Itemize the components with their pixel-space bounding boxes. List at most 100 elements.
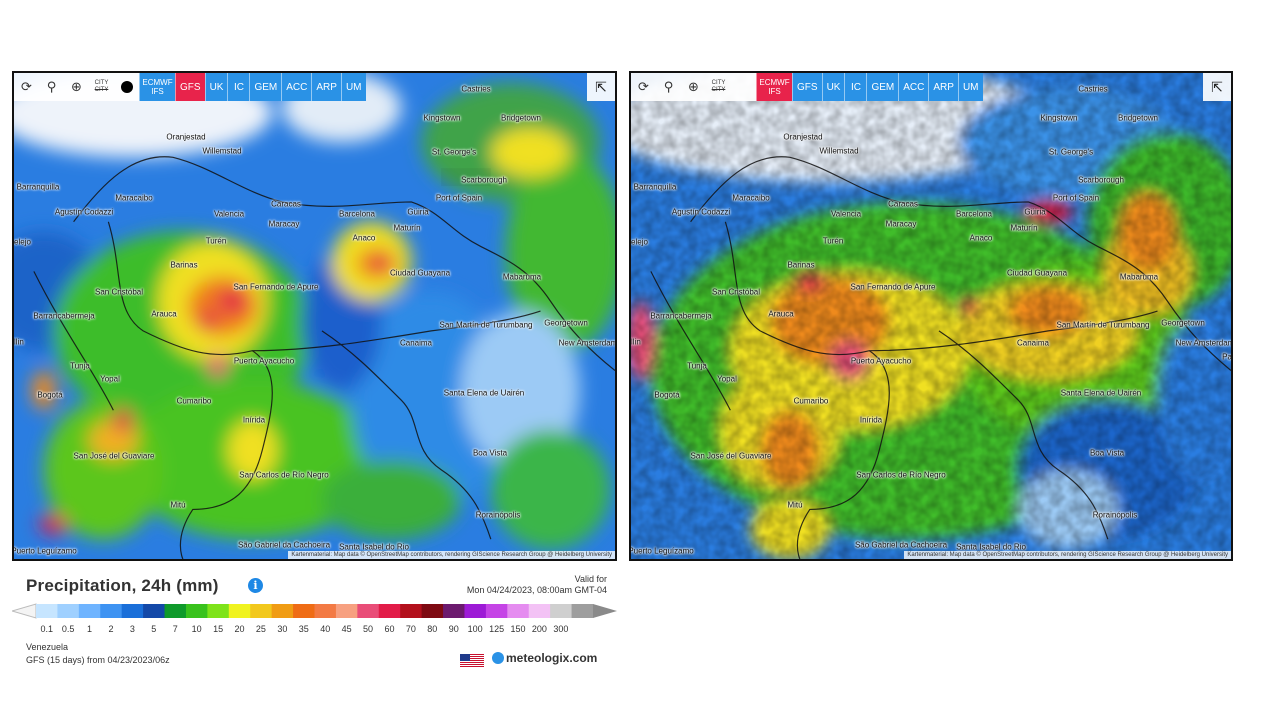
- legend-tick-label: 300: [553, 624, 569, 634]
- model-button-gem[interactable]: GEM: [249, 73, 282, 101]
- zoom-icon[interactable]: ⊕: [71, 79, 82, 95]
- model-run-label: GFS (15 days) from 04/23/2023/06z: [26, 655, 170, 665]
- globe-icon: [492, 652, 504, 664]
- legend-swatch: [357, 604, 380, 618]
- city-label: Maracay: [885, 219, 917, 229]
- city-label: Anaco: [352, 233, 376, 243]
- city-label: Yopal: [100, 374, 120, 384]
- city-label: San Carlos de Río Negro: [856, 470, 946, 480]
- info-icon[interactable]: i: [248, 578, 263, 593]
- city-label: Barcelona: [955, 209, 993, 219]
- refresh-icon[interactable]: ⟳: [638, 79, 649, 95]
- map-panel-ecmwf[interactable]: ⟳ ⚲ ⊕ CITY CITY ECMWF IFS GFS UK IC GEM A…: [629, 71, 1233, 561]
- model-button-acc[interactable]: ACC: [898, 73, 929, 101]
- location-pin-icon[interactable]: ⚲: [663, 79, 674, 95]
- city-label: elejo: [14, 237, 31, 247]
- map-attribution: Kartenmaterial: Map data © OpenStreetMap…: [288, 551, 615, 559]
- city-label: elejo: [631, 237, 648, 247]
- legend-tick-label: 40: [320, 624, 331, 634]
- city-label: Ciudad Guayana: [1006, 268, 1068, 278]
- city-label: San Martín de Turumbang: [439, 320, 533, 330]
- model-button-uk[interactable]: UK: [204, 73, 228, 101]
- legend-swatch: [507, 604, 530, 618]
- legend-swatch: [100, 604, 123, 618]
- city-label: Port of Spain: [1052, 193, 1100, 203]
- legend-swatch: [378, 604, 401, 618]
- city-label: San José del Guaviare: [690, 451, 772, 461]
- us-flag-icon[interactable]: [460, 654, 484, 667]
- legend-tick-label: 200: [531, 624, 547, 634]
- precipitation-map[interactable]: [631, 73, 1231, 559]
- city-label: Scarborough: [461, 175, 507, 185]
- city-label: Santa Isabel do Rio: [339, 542, 409, 552]
- model-button-um[interactable]: UM: [957, 73, 983, 101]
- model-button-ecmwf[interactable]: ECMWF IFS: [756, 73, 792, 101]
- city-toggle[interactable]: CITY CITY: [711, 80, 726, 93]
- model-button-ic[interactable]: IC: [844, 73, 867, 101]
- map-toolbar: ⟳ ⚲ ⊕ CITY CITY ECMWF IFS GFS UK IC GEM A…: [14, 73, 366, 101]
- legend-swatch: [464, 604, 487, 618]
- share-icon[interactable]: ⇱: [1203, 73, 1231, 101]
- city-label: Güiria: [1024, 207, 1046, 217]
- city-label: Maracay: [268, 219, 300, 229]
- model-button-ic[interactable]: IC: [227, 73, 250, 101]
- legend-tick-label: 10: [191, 624, 202, 634]
- city-label: Santa Isabel do Rio: [956, 542, 1026, 552]
- legend-ticks: 0.1 0.5 1 2 3 5 7 10 15 20 25 30 35 40 45 50 60 70 80 90 100…: [12, 624, 617, 636]
- model-button-ecmwf[interactable]: ECMWF IFS: [139, 73, 175, 101]
- city-label: St. George's: [1048, 147, 1094, 157]
- legend-swatch: [250, 604, 273, 618]
- valid-for-label: Valid for: [574, 574, 607, 584]
- city-label: Barranquilla: [16, 182, 60, 192]
- legend-tick-label: 80: [427, 624, 438, 634]
- location-pin-icon[interactable]: ⚲: [46, 79, 57, 95]
- model-button-uk[interactable]: UK: [821, 73, 845, 101]
- city-label: Bogotá: [37, 390, 63, 400]
- city-label: San Carlos de Río Negro: [239, 470, 329, 480]
- map-attribution: Kartenmaterial: Map data © OpenStreetMap…: [904, 551, 1231, 559]
- share-icon[interactable]: ⇱: [587, 73, 615, 101]
- map-panel-gfs[interactable]: ⟳ ⚲ ⊕ CITY CITY ECMWF IFS GFS UK IC GEM A…: [12, 71, 617, 561]
- city-toggle[interactable]: CITY CITY: [94, 80, 109, 93]
- zoom-icon[interactable]: ⊕: [688, 79, 699, 95]
- model-button-gem[interactable]: GEM: [866, 73, 899, 101]
- city-label: São Gabriel da Cachoeira: [237, 540, 331, 550]
- brand-logo[interactable]: meteologix.com: [492, 651, 597, 665]
- city-label: Bogotá: [654, 390, 680, 400]
- city-label: Arauca: [768, 309, 794, 319]
- legend-tick-label: 5: [151, 624, 157, 634]
- city-label: Bridgetown: [500, 113, 542, 123]
- city-label: Barranquilla: [633, 182, 677, 192]
- city-label: Barrancabermeja: [650, 311, 712, 321]
- legend-arrow-low: [12, 603, 37, 619]
- legend-tick-label: 0.5: [61, 624, 75, 634]
- legend-swatch: [121, 604, 144, 618]
- legend-swatch: [335, 604, 358, 618]
- city-label: Maracaibo: [732, 193, 770, 203]
- city-label: Puerto Leguízamo: [12, 546, 77, 556]
- point-marker-icon[interactable]: [114, 73, 139, 101]
- city-label: Mabaruma: [1119, 272, 1159, 282]
- city-label: Cumaribo: [176, 396, 212, 406]
- city-label: Oranjestad: [783, 132, 823, 142]
- model-button-gfs[interactable]: GFS: [792, 73, 822, 101]
- legend-swatch: [57, 604, 80, 618]
- city-label: Barrancabermeja: [33, 311, 95, 321]
- model-button-um[interactable]: UM: [340, 73, 366, 101]
- model-button-arp[interactable]: ARP: [928, 73, 958, 101]
- model-button-gfs[interactable]: GFS: [175, 73, 205, 101]
- refresh-icon[interactable]: ⟳: [21, 79, 32, 95]
- model-button-acc[interactable]: ACC: [281, 73, 312, 101]
- city-label: San Cristóbal: [711, 287, 761, 297]
- region-label: Venezuela: [26, 642, 69, 652]
- city-label: Tunja: [687, 361, 707, 371]
- legend-tick-label: 3: [129, 624, 135, 634]
- legend-tick-label: 150: [510, 624, 526, 634]
- city-label: Inírida: [242, 415, 266, 425]
- city-label: Agustín Codazzi: [54, 207, 114, 217]
- legend-swatch: [421, 604, 444, 618]
- city-label: San Fernando de Apure: [233, 282, 319, 292]
- precipitation-map[interactable]: [14, 73, 615, 559]
- valid-for-value: Mon 04/24/2023, 08:00am GMT-04: [466, 585, 607, 595]
- model-button-arp[interactable]: ARP: [311, 73, 341, 101]
